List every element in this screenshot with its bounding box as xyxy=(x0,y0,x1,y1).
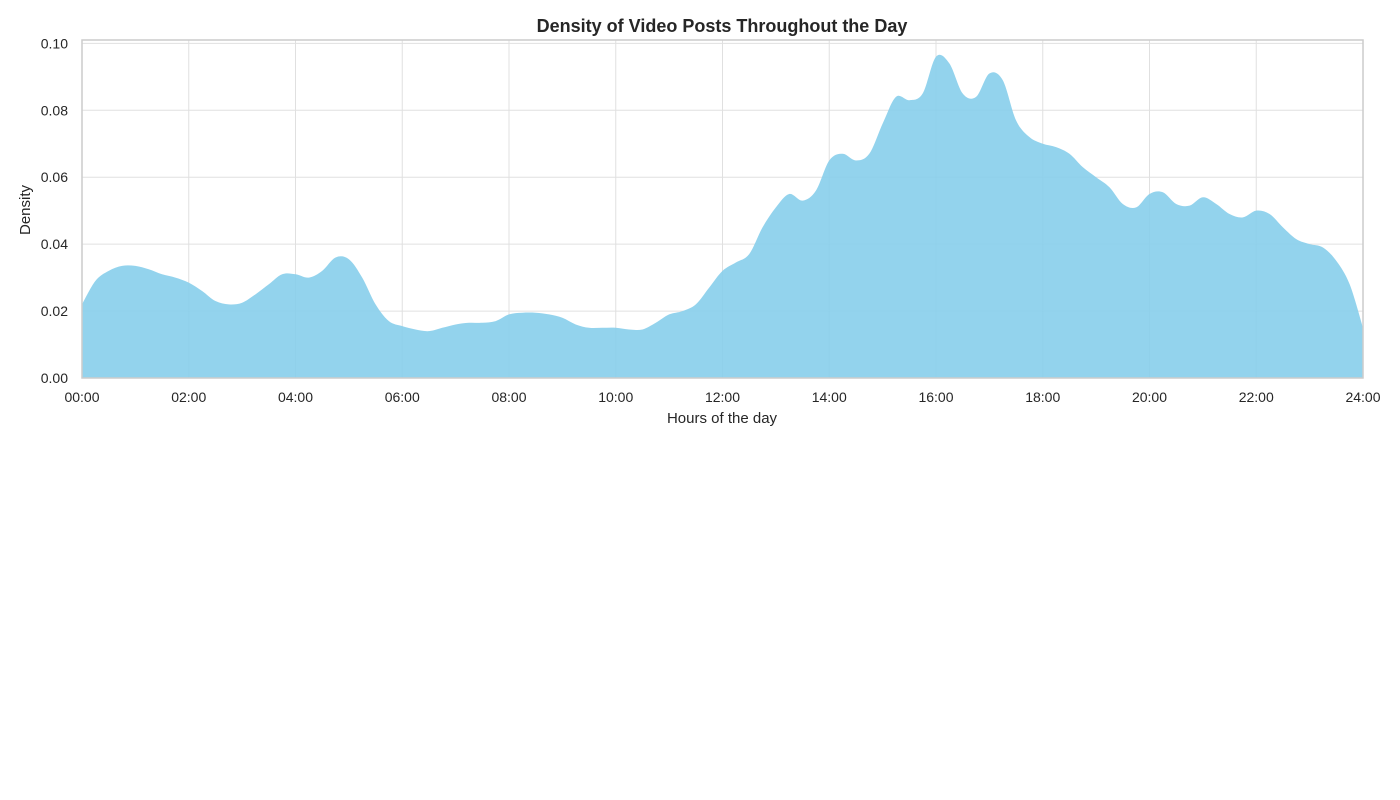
y-tick-label: 0.10 xyxy=(41,35,68,51)
x-tick-label: 04:00 xyxy=(278,389,313,405)
x-tick-label: 20:00 xyxy=(1132,389,1167,405)
x-tick-label: 18:00 xyxy=(1025,389,1060,405)
x-tick-label: 14:00 xyxy=(812,389,847,405)
x-tick-label: 10:00 xyxy=(598,389,633,405)
x-tick-label: 12:00 xyxy=(705,389,740,405)
x-tick-label: 06:00 xyxy=(385,389,420,405)
y-tick-label: 0.06 xyxy=(41,169,68,185)
y-axis-ticks: 0.00 0.02 0.04 0.06 0.08 0.10 xyxy=(41,35,68,386)
x-tick-label: 22:00 xyxy=(1239,389,1274,405)
x-axis-label: Hours of the day xyxy=(667,410,778,427)
density-area xyxy=(82,54,1363,378)
plot-frame xyxy=(81,39,1364,379)
x-tick-label: 24:00 xyxy=(1345,389,1380,405)
y-tick-label: 0.04 xyxy=(41,236,68,252)
chart-title: Density of Video Posts Throughout the Da… xyxy=(537,16,908,36)
x-tick-label: 00:00 xyxy=(64,389,99,405)
y-tick-label: 0.02 xyxy=(41,303,68,319)
x-axis-ticks: 00:00 02:00 04:00 06:00 08:00 10:00 12:00 14:00… xyxy=(64,389,1380,405)
x-tick-label: 08:00 xyxy=(491,389,526,405)
y-tick-label: 0.00 xyxy=(41,370,68,386)
x-tick-label: 16:00 xyxy=(918,389,953,405)
y-tick-label: 0.08 xyxy=(41,102,68,118)
y-axis-label: Density xyxy=(17,184,34,235)
x-tick-label: 02:00 xyxy=(171,389,206,405)
